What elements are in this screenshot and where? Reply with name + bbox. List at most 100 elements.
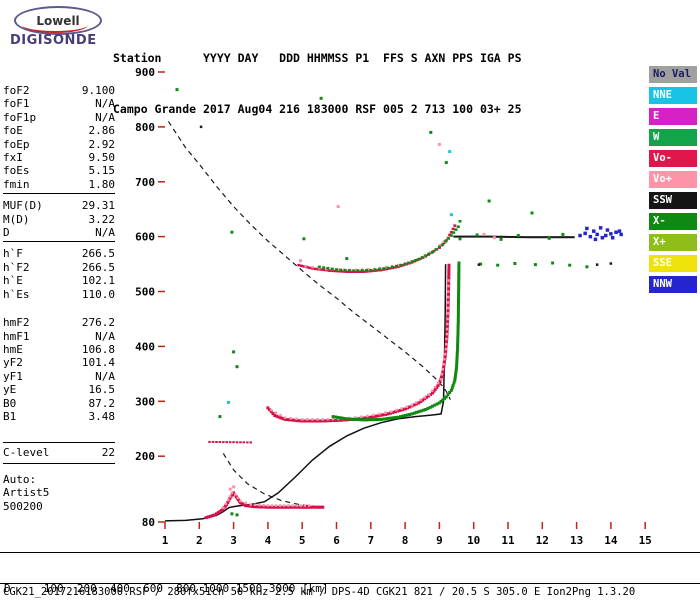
parameter-row-artist5: Artist5 [3,486,115,499]
parameter-row-ye: yE 16.5 [3,383,115,396]
header-line-2: Campo Grande 2017 Aug04 216 183000 RSF 0… [113,102,522,116]
parameter-value: N/A [95,97,115,111]
ionogram-plot: 80 200 300 400 500 600 700 800 900 1 2 3 4 5 6 7 8 9 10 11 1… [113,58,653,552]
parameter-value: 102.1 [81,274,115,288]
parameter-value: 29.31 [81,199,115,213]
series-es-trace-doppler [222,491,311,509]
parameter-label: hmE [3,342,23,356]
series-muf-transmission-curve [167,121,451,400]
parameter-label: Artist5 [3,486,50,500]
parameter-value: 9.50 [88,151,116,165]
parameter-value: N/A [95,369,115,383]
svg-text:13: 13 [570,534,583,547]
legend-item-e: E [649,108,697,125]
parameter-row-foes: foEs 5.15 [3,164,115,177]
parameter-group: MUF(D) 29.31 M(D) 3.22 D N/A [3,199,116,243]
muf-table: D 100 200 400 600 800 1000 1500 3000 [km… [4,555,335,600]
parameter-label: foF2 [3,84,30,97]
series-e-muf-curve [222,453,316,508]
parameter-row-h-es: h`Es 110.0 [3,288,115,301]
parameter-row-foe: foE 2.86 [3,124,115,137]
parameter-label: C-level [3,446,50,460]
svg-text:15: 15 [639,534,652,547]
parameter-value: 87.2 [88,396,116,410]
parameter-row-hmf2: hmF2 276.2 [3,316,115,329]
header-line-1: Station YYYY DAY DDD HHMMSS P1 FFS S AXN… [113,51,522,65]
parameter-label: MUF(D) [3,199,43,213]
parameter-group: hmF2 276.2 hmF1 N/A hmE 106.8 yF2 101.4 yF1 N/A yE… [3,316,115,425]
parameter-label: M(D) [3,212,30,226]
legend-item-sse: SSE [649,255,697,272]
parameter-label: foEs [3,164,30,178]
parameter-label: foF1 [3,97,30,111]
legend-item-nnw: NNW [649,276,697,293]
svg-text:700: 700 [135,176,155,189]
svg-text:400: 400 [135,340,155,353]
parameter-value: 22 [101,446,115,460]
svg-text:80: 80 [142,516,155,529]
legend-item-w: W [649,129,697,146]
parameter-label: 500200 [3,499,43,513]
parameter-value: 5.15 [88,164,116,178]
legend-item-x+: X+ [649,234,697,251]
series-spread-225-segment [208,440,252,444]
parameter-row-d: D N/A [3,226,115,239]
svg-text:9: 9 [436,534,443,547]
parameter-row-yf2: yF2 101.4 [3,356,115,369]
digisonde-logo: Lowell DIGISONDE [10,6,114,52]
parameter-row-hme: hmE 106.8 [3,343,115,356]
parameter-value: 3.22 [88,212,116,226]
parameter-row-b0: B0 87.2 [3,397,115,410]
svg-text:200: 200 [135,450,155,463]
parameter-row-fof2: foF2 9.100 [3,84,115,97]
legend-item-vo+: Vo+ [649,171,697,188]
parameter-label: h`E [3,274,23,288]
parameter-label: yF1 [3,369,23,383]
parameter-panel: foF2 9.100 foF1 N/A foF1p N/A foE 2.86 foEp 2.92 f… [3,84,115,520]
svg-text:600: 600 [135,231,155,244]
parameter-row-fxi: fxI 9.50 [3,151,115,164]
parameter-value: 3.48 [88,409,116,423]
svg-text:4: 4 [265,534,272,547]
parameter-label: hmF1 [3,329,30,343]
parameter-row-b1: B1 3.48 [3,410,115,423]
svg-text:2: 2 [196,534,203,547]
parameter-label: B0 [3,396,17,410]
legend-item-no-val: No Val [649,66,697,83]
parameter-row-fmin: fmin 1.80 [3,178,115,191]
parameter-label: foF1p [3,110,37,124]
series-true-height-profile [164,264,447,522]
parameter-row-500200: 500200 [3,500,115,513]
parameter-value: 266.5 [81,247,115,261]
parameter-value: 110.0 [81,287,115,301]
parameter-label: hmF2 [3,316,30,330]
svg-text:5: 5 [299,534,306,547]
parameter-value: 266.5 [81,260,115,274]
svg-text:800: 800 [135,121,155,134]
svg-text:11: 11 [501,534,515,547]
legend-item-ssw: SSW [649,192,697,209]
svg-text:900: 900 [135,66,155,79]
parameter-row-h-f2: h`F2 266.5 [3,261,115,274]
station-header: Station YYYY DAY DDD HHMMSS P1 FFS S AXN… [113,16,522,152]
svg-text:12: 12 [536,534,549,547]
legend-item-x-: X- [649,213,697,230]
series-f-trace-ordinary-doppler [270,279,450,421]
series-scatter-dark [199,125,613,266]
svg-text:10: 10 [467,534,480,547]
series-f-trace-extraordinary [331,261,461,422]
parameter-row-muf-d-: MUF(D) 29.31 [3,199,115,212]
parameter-row-c-level: C-level 22 [3,446,115,459]
svg-text:6: 6 [333,534,340,547]
parameter-label: h`F [3,247,23,261]
parameter-value: 276.2 [81,316,115,330]
svg-text:14: 14 [604,534,618,547]
parameter-value: 101.4 [81,356,115,370]
parameter-row-hmf1: hmF1 N/A [3,330,115,343]
parameter-label: yE [3,383,17,397]
parameter-value: 1.80 [88,177,116,191]
series-f-trace-ordinary [266,263,451,423]
parameter-label: h`F2 [3,260,30,274]
parameter-row-fof1p: foF1p N/A [3,111,115,124]
